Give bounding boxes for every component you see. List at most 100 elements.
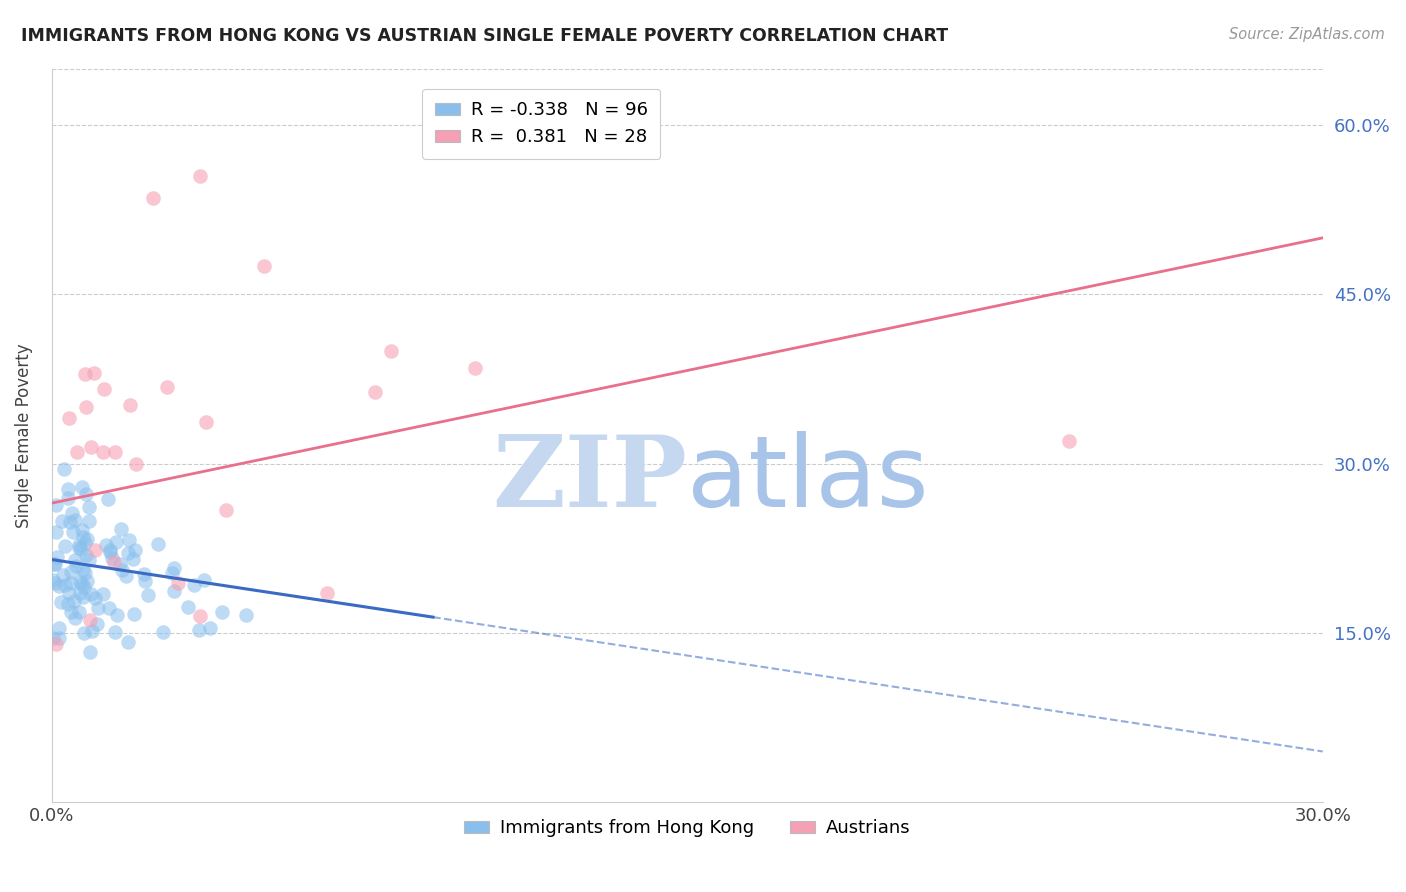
Point bbox=[52, 462, 75, 476]
Point bbox=[59, 515, 82, 529]
Point bbox=[134, 566, 156, 581]
Text: atlas: atlas bbox=[688, 431, 929, 528]
Point bbox=[364, 384, 387, 399]
Point bbox=[44, 576, 66, 591]
Point bbox=[110, 557, 132, 571]
Point bbox=[56, 491, 79, 505]
Point bbox=[142, 191, 165, 205]
Point bbox=[97, 492, 120, 507]
Point bbox=[58, 411, 80, 425]
Point bbox=[252, 259, 274, 273]
Point bbox=[156, 380, 179, 394]
Point bbox=[59, 575, 82, 590]
Text: IMMIGRANTS FROM HONG KONG VS AUSTRIAN SINGLE FEMALE POVERTY CORRELATION CHART: IMMIGRANTS FROM HONG KONG VS AUSTRIAN SI… bbox=[21, 27, 948, 45]
Point bbox=[56, 482, 79, 496]
Point bbox=[117, 635, 139, 649]
Point bbox=[1057, 434, 1080, 448]
Point bbox=[96, 538, 118, 552]
Point bbox=[41, 632, 63, 646]
Point bbox=[70, 480, 93, 494]
Point bbox=[235, 607, 257, 622]
Point bbox=[86, 616, 108, 631]
Point bbox=[65, 552, 87, 566]
Point bbox=[121, 551, 143, 566]
Point bbox=[82, 624, 104, 639]
Point bbox=[76, 574, 98, 588]
Point bbox=[69, 585, 91, 599]
Point bbox=[84, 591, 107, 605]
Point bbox=[115, 569, 138, 583]
Point bbox=[45, 525, 67, 540]
Point bbox=[58, 597, 80, 611]
Point bbox=[188, 169, 211, 183]
Point bbox=[146, 537, 169, 551]
Point bbox=[73, 368, 96, 382]
Point bbox=[67, 541, 90, 556]
Point bbox=[464, 360, 486, 375]
Point bbox=[73, 536, 96, 550]
Point bbox=[45, 549, 67, 564]
Point bbox=[125, 457, 148, 471]
Point bbox=[72, 590, 94, 604]
Point bbox=[63, 611, 86, 625]
Point bbox=[103, 624, 125, 639]
Point bbox=[48, 621, 70, 635]
Point bbox=[76, 533, 98, 547]
Point bbox=[79, 514, 101, 528]
Point bbox=[134, 574, 156, 589]
Point bbox=[45, 498, 67, 512]
Point bbox=[53, 578, 76, 592]
Point bbox=[98, 542, 121, 557]
Point bbox=[105, 534, 128, 549]
Point bbox=[111, 563, 134, 577]
Point bbox=[70, 541, 93, 556]
Point bbox=[91, 587, 114, 601]
Point bbox=[65, 513, 87, 527]
Point bbox=[198, 621, 221, 635]
Point bbox=[72, 530, 94, 544]
Point bbox=[72, 563, 94, 577]
Point bbox=[49, 594, 72, 608]
Point bbox=[380, 343, 402, 358]
Point bbox=[60, 506, 83, 520]
Point bbox=[48, 579, 70, 593]
Point bbox=[63, 594, 86, 608]
Point bbox=[59, 566, 82, 580]
Point bbox=[163, 561, 186, 575]
Point bbox=[69, 574, 91, 589]
Point bbox=[66, 445, 89, 459]
Point bbox=[67, 605, 90, 619]
Point bbox=[93, 382, 115, 396]
Point bbox=[79, 645, 101, 659]
Point bbox=[177, 599, 200, 614]
Point bbox=[62, 525, 84, 540]
Point bbox=[72, 523, 94, 537]
Point bbox=[51, 514, 73, 528]
Point bbox=[73, 580, 96, 594]
Point bbox=[53, 539, 76, 553]
Point bbox=[105, 607, 128, 622]
Point bbox=[122, 607, 145, 622]
Point bbox=[79, 552, 101, 566]
Point bbox=[215, 503, 238, 517]
Legend: Immigrants from Hong Kong, Austrians: Immigrants from Hong Kong, Austrians bbox=[457, 812, 918, 845]
Point bbox=[120, 398, 142, 412]
Point bbox=[124, 543, 146, 558]
Point bbox=[58, 585, 80, 599]
Point bbox=[73, 626, 96, 640]
Point bbox=[75, 400, 97, 414]
Y-axis label: Single Female Poverty: Single Female Poverty bbox=[15, 343, 32, 528]
Point bbox=[183, 578, 205, 592]
Point bbox=[80, 587, 103, 601]
Point bbox=[117, 546, 139, 560]
Point bbox=[97, 601, 120, 615]
Point bbox=[118, 533, 141, 547]
Point bbox=[193, 573, 215, 587]
Point bbox=[83, 543, 105, 558]
Point bbox=[316, 586, 339, 600]
Point bbox=[42, 557, 65, 571]
Point bbox=[188, 624, 211, 638]
Point bbox=[194, 415, 217, 429]
Point bbox=[44, 557, 66, 571]
Point bbox=[80, 440, 103, 454]
